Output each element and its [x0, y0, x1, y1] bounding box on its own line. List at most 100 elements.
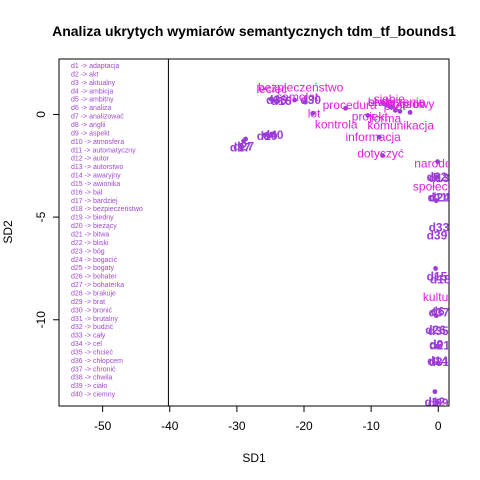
legend-entry: d10 -> atmosfera [71, 139, 124, 146]
legend-entry: d30 -> bronić [71, 307, 113, 314]
document-label: d36 [266, 93, 287, 107]
data-point [433, 198, 439, 204]
document-label: d27 [233, 139, 254, 153]
legend-entry: d35 -> chcieć [71, 349, 113, 356]
x-tick-label: 0 [435, 419, 442, 433]
data-point [376, 134, 382, 140]
data-point [302, 99, 308, 105]
legend-entry: d28 -> brakuje [71, 290, 116, 297]
data-point [407, 109, 413, 115]
legend-entry: d14 -> awaryjny [71, 173, 121, 180]
term-label: narodowy [414, 157, 466, 171]
data-point [343, 105, 349, 111]
legend-entry: d25 -> bogaty [71, 265, 115, 272]
document-label: d22 [427, 170, 448, 184]
document-label: d37 [429, 306, 450, 320]
legend-entry: d15 -> awionika [71, 181, 120, 188]
document-label: d16 [271, 94, 292, 108]
legend-entry: d3 -> aktualny [71, 80, 116, 87]
legend-entry: d26 -> bohater [71, 274, 117, 281]
data-point [433, 313, 439, 319]
y-axis: -10 -5 0 [34, 111, 60, 328]
document-label: d31 [429, 355, 450, 369]
x-tick-label: -30 [228, 419, 246, 433]
legend-entry: d39 -> ciało [71, 383, 107, 390]
document-label: d39 [427, 229, 448, 243]
legend-entry: d5 -> ambitny [71, 97, 114, 104]
data-point [310, 111, 316, 116]
term-label: bezpieczeństwo [258, 81, 344, 95]
term-label: społeczny [413, 179, 466, 193]
term-label: samolot [276, 90, 319, 104]
legend-entry: d18 -> bezpieczeństwo [71, 206, 143, 213]
term-label: kontrola [315, 118, 358, 132]
document-label: d18 [430, 273, 451, 287]
document-label: d17 [230, 140, 251, 154]
legend-entry: d22 -> bliski [71, 240, 109, 247]
term-label: lot [308, 106, 321, 120]
legend-entry: d27 -> bohaterka [71, 282, 124, 289]
document-label: d13 [429, 171, 450, 185]
legend-entry: d17 -> bardziej [71, 198, 118, 205]
legend-entry: d16 -> bal [71, 189, 103, 196]
term-label: brała [368, 95, 395, 109]
document-label: d40 [263, 128, 284, 142]
y-tick-label: -5 [34, 211, 48, 222]
legend-entry: d23 -> bóg [71, 248, 105, 255]
document-label: d29 [428, 396, 449, 410]
term-label: komunikacja [367, 119, 434, 133]
document-label: d26 [425, 323, 446, 337]
data-point [435, 360, 440, 366]
legend-entry: d29 -> brat [71, 299, 105, 306]
legend-entry: d6 -> analiza [71, 105, 111, 112]
x-tick-label: -20 [295, 419, 313, 433]
term-label: procedura [323, 98, 377, 112]
data-point [433, 266, 438, 271]
document-label: d11 [428, 191, 448, 205]
document-label: d24 [429, 191, 450, 205]
legend-entry: d37 -> chronić [71, 366, 116, 373]
term-label: sposób [387, 97, 426, 111]
document-label: d35 [428, 324, 449, 338]
legend-entry: d4 -> ambicja [71, 88, 113, 95]
term-label: kultura [423, 290, 459, 304]
term-label: projekt [352, 109, 389, 123]
data-point [365, 113, 371, 118]
term-label: siebie [374, 92, 406, 106]
term-label: pilot [384, 99, 407, 113]
legend-entry: d11 -> automatyczny [71, 147, 136, 154]
y-tick-label: 0 [34, 111, 48, 118]
data-point [270, 97, 276, 103]
legend-entry: d21 -> bitwa [71, 232, 109, 239]
document-label: d10 [257, 129, 278, 143]
data-point [392, 107, 398, 113]
legend-entry: d19 -> biedny [71, 215, 114, 222]
document-label: d15 [427, 270, 448, 284]
legend-entry: d33 -> cały [71, 333, 106, 340]
data-point [269, 131, 275, 137]
legend-entry: d9 -> aspekt [71, 130, 110, 137]
data-point [434, 344, 440, 349]
x-axis-label: SD1 [242, 451, 266, 465]
legend-entry: d36 -> chłopcem [71, 358, 123, 365]
term-label: dotyczyć [357, 146, 404, 160]
document-label: d14 [427, 354, 448, 368]
term-label: forma [371, 112, 402, 126]
term-label: kolorowy [387, 97, 434, 111]
legend-entry: d32 -> budżić [71, 324, 114, 331]
term-label: stworzenie [368, 95, 426, 109]
document-label: d33 [429, 220, 450, 234]
x-tick-label: -10 [362, 419, 380, 433]
data-point [262, 132, 268, 138]
legend-entry: d31 -> brutalny [71, 316, 118, 323]
data-point [239, 143, 244, 149]
document-label: d30 [300, 93, 321, 107]
legend-entry: d7 -> analizować [71, 114, 124, 121]
legend-entry: d24 -> bogacić [71, 257, 118, 264]
term-label: lecieć [256, 82, 287, 96]
data-point [435, 159, 440, 165]
data-point [434, 174, 440, 180]
